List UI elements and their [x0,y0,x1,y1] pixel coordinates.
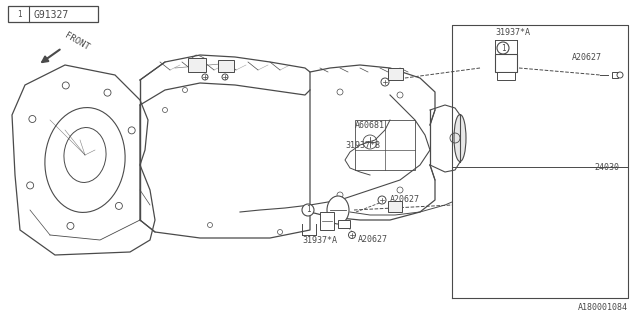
Bar [388,201,402,212]
Circle shape [397,187,403,193]
Bar [320,212,334,230]
Circle shape [62,82,69,89]
Circle shape [207,222,212,228]
Circle shape [617,72,623,78]
Circle shape [115,203,122,209]
Circle shape [202,74,208,80]
Bar [338,220,350,228]
Circle shape [337,192,343,198]
Text: 31937*A: 31937*A [495,28,530,37]
Bar [8,6,98,22]
Text: G91327: G91327 [33,10,68,20]
Ellipse shape [327,196,349,224]
Circle shape [13,8,25,20]
Circle shape [182,87,188,92]
Circle shape [27,182,34,189]
Text: 31937*B: 31937*B [345,141,380,150]
Circle shape [128,127,135,134]
Bar [497,72,515,80]
Circle shape [381,78,389,86]
Circle shape [302,204,314,216]
Circle shape [337,89,343,95]
Text: A180001084: A180001084 [578,303,628,312]
Text: 1: 1 [306,205,310,214]
Text: 31937*A: 31937*A [302,236,337,245]
Text: 1: 1 [500,44,506,52]
Bar [355,120,415,170]
Text: A20627: A20627 [358,235,388,244]
Text: 24030: 24030 [594,163,619,172]
Circle shape [349,231,355,238]
Circle shape [67,222,74,229]
Bar [188,58,206,72]
Ellipse shape [454,115,466,162]
Circle shape [163,108,168,113]
Text: A20627: A20627 [572,53,602,62]
Circle shape [222,74,228,80]
Bar [612,72,618,78]
Circle shape [29,116,36,123]
Bar [218,60,234,72]
Bar [388,68,403,80]
Circle shape [104,89,111,96]
Circle shape [378,196,386,204]
Circle shape [278,229,282,235]
Circle shape [397,92,403,98]
Text: A60681: A60681 [355,121,385,130]
Text: FRONT: FRONT [63,31,91,52]
Text: A20627: A20627 [390,195,420,204]
Circle shape [497,42,509,54]
Bar [495,54,517,72]
Text: 1: 1 [17,10,21,19]
